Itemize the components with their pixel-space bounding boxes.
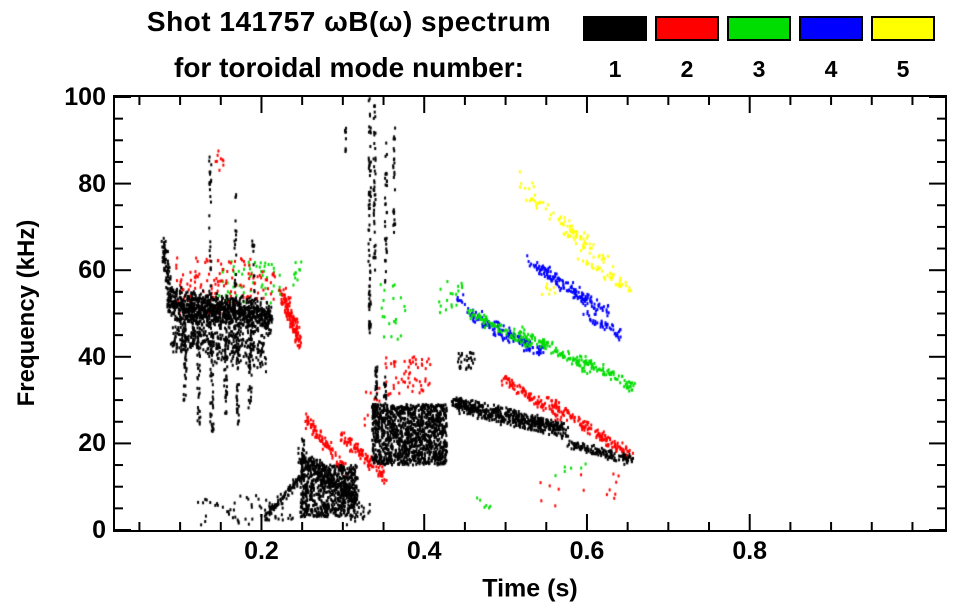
legend-number: 1 (608, 56, 622, 82)
y-tick-label: 80 (78, 169, 106, 198)
legend-number: 3 (752, 56, 766, 82)
legend-number: 4 (824, 56, 838, 82)
legend-swatch (655, 16, 719, 41)
x-tick-label: 0.2 (244, 537, 279, 565)
x-tick-label: 0.4 (406, 537, 442, 565)
chart-title-line1: Shot 141757 ωB(ω) spectrum (146, 6, 552, 37)
legend-swatch (871, 16, 935, 41)
legend-number: 5 (896, 56, 910, 82)
legend-swatch (727, 16, 791, 41)
legend-swatch (799, 16, 863, 41)
legend-swatches (583, 16, 935, 41)
y-tick-label: 40 (78, 342, 106, 371)
spectrum-points-canvas (115, 97, 945, 530)
axis-ticks (115, 97, 945, 530)
plot-area (113, 95, 947, 532)
x-tick-label: 0.6 (569, 537, 605, 565)
y-tick-label: 0 (92, 516, 106, 544)
y-tick-label: 100 (64, 83, 106, 111)
legend-swatch (583, 16, 647, 41)
y-tick-label: 20 (78, 429, 106, 458)
legend-number: 2 (680, 56, 694, 82)
x-axis-title: Time (s) (482, 574, 578, 603)
y-tick-label: 60 (78, 256, 106, 285)
y-axis-title: Frequency (kHz) (13, 219, 40, 407)
legend-numbers: 1 2 3 4 5 (583, 56, 935, 83)
chart-title-line2: for toroidal mode number: (174, 52, 524, 83)
x-tick-label: 0.8 (732, 537, 768, 565)
